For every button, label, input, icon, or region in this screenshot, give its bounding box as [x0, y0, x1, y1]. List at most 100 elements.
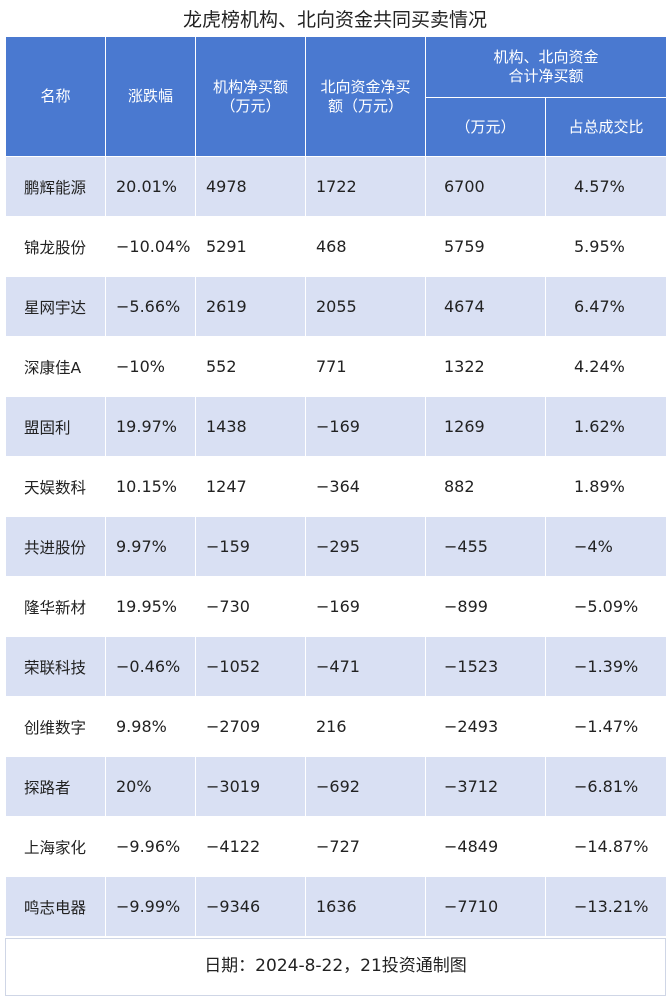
cell-north-net: −692: [305, 756, 426, 817]
cell-inst-net: −9346: [195, 876, 306, 937]
cell-share: 4.57%: [544, 156, 668, 217]
cell-north-net: −727: [305, 816, 426, 877]
table-row: 星网宇达 −5.66% 2619 2055 4674 6.47%: [5, 276, 668, 337]
cell-change: −9.96%: [105, 816, 196, 877]
cell-share: −14.87%: [544, 816, 668, 877]
cell-north-net: −364: [305, 456, 426, 517]
header-change: 涨跌幅: [105, 36, 196, 157]
cell-name: 创维数字: [5, 696, 106, 757]
cell-north-net: −471: [305, 636, 426, 697]
cell-north-net: 468: [305, 216, 426, 277]
cell-inst-net: −3019: [195, 756, 306, 817]
cell-combined-net: 5759: [425, 216, 546, 277]
header-share: 占总成交比: [544, 97, 668, 157]
cell-north-net: 2055: [305, 276, 426, 337]
cell-combined-net: −899: [425, 576, 546, 637]
footer-caption: 日期：2024-8-22，21投资通制图: [5, 938, 666, 996]
page-title: 龙虎榜机构、北向资金共同买卖情况: [182, 9, 487, 31]
data-table: 名称 涨跌幅 机构净买额 （万元） 北向资金净买 额（万元） 机构、北向资金 合计净买…: [5, 36, 668, 937]
table-row: 上海家化 −9.96% −4122 −727 −4849 −14.87%: [5, 816, 668, 877]
cell-share: 5.95%: [544, 216, 668, 277]
table-row: 锦龙股份 −10.04% 5291 468 5759 5.95%: [5, 216, 668, 277]
cell-share: −1.39%: [544, 636, 668, 697]
cell-share: −1.47%: [544, 696, 668, 757]
cell-change: 9.98%: [105, 696, 196, 757]
cell-share: −4%: [544, 516, 668, 577]
cell-inst-net: −4122: [195, 816, 306, 877]
cell-name: 盟固利: [5, 396, 106, 457]
table-row: 探路者 20% −3019 −692 −3712 −6.81%: [5, 756, 668, 817]
cell-combined-net: 882: [425, 456, 546, 517]
cell-north-net: 771: [305, 336, 426, 397]
cell-combined-net: −2493: [425, 696, 546, 757]
cell-name: 鹏辉能源: [5, 156, 106, 217]
cell-change: −0.46%: [105, 636, 196, 697]
cell-inst-net: 2619: [195, 276, 306, 337]
cell-combined-net: −455: [425, 516, 546, 577]
cell-share: −13.21%: [544, 876, 668, 937]
cell-change: −10.04%: [105, 216, 196, 277]
header-combined: 机构、北向资金 合计净买额: [424, 36, 668, 98]
table-row: 深康佳A −10% 552 771 1322 4.24%: [5, 336, 668, 397]
cell-name: 上海家化: [5, 816, 106, 877]
cell-name: 星网宇达: [5, 276, 106, 337]
table-row: 盟固利 19.97% 1438 −169 1269 1.62%: [5, 396, 668, 457]
cell-name: 荣联科技: [5, 636, 106, 697]
cell-combined-net: 4674: [425, 276, 546, 337]
header-combined-unit: （万元）: [425, 97, 546, 157]
cell-name: 隆华新材: [5, 576, 106, 637]
cell-inst-net: 1438: [195, 396, 306, 457]
cell-north-net: 1636: [305, 876, 426, 937]
cell-change: 20%: [105, 756, 196, 817]
cell-combined-net: −1523: [425, 636, 546, 697]
table-row: 鸣志电器 −9.99% −9346 1636 −7710 −13.21%: [5, 876, 668, 937]
cell-change: 10.15%: [105, 456, 196, 517]
table-row: 天娱数科 10.15% 1247 −364 882 1.89%: [5, 456, 668, 517]
cell-change: 9.97%: [105, 516, 196, 577]
cell-inst-net: −1052: [195, 636, 306, 697]
cell-share: −6.81%: [544, 756, 668, 817]
table-row: 鹏辉能源 20.01% 4978 1722 6700 4.57%: [5, 156, 668, 217]
table-row: 创维数字 9.98% −2709 216 −2493 −1.47%: [5, 696, 668, 757]
cell-combined-net: 1322: [425, 336, 546, 397]
cell-inst-net: −2709: [195, 696, 306, 757]
cell-change: −10%: [105, 336, 196, 397]
cell-inst-net: 5291: [195, 216, 306, 277]
cell-name: 共进股份: [5, 516, 106, 577]
cell-change: 19.95%: [105, 576, 196, 637]
table-row: 隆华新材 19.95% −730 −169 −899 −5.09%: [5, 576, 668, 637]
cell-combined-net: −3712: [425, 756, 546, 817]
cell-share: 1.89%: [544, 456, 668, 517]
cell-north-net: −169: [305, 396, 426, 457]
cell-inst-net: 4978: [195, 156, 306, 217]
cell-north-net: 1722: [305, 156, 426, 217]
table-row: 共进股份 9.97% −159 −295 −455 −4%: [5, 516, 668, 577]
cell-share: 4.24%: [544, 336, 668, 397]
table-row: 荣联科技 −0.46% −1052 −471 −1523 −1.39%: [5, 636, 668, 697]
cell-inst-net: −730: [195, 576, 306, 637]
cell-share: 1.62%: [544, 396, 668, 457]
cell-change: 19.97%: [105, 396, 196, 457]
cell-inst-net: 552: [195, 336, 306, 397]
cell-share: 6.47%: [544, 276, 668, 337]
cell-combined-net: −4849: [425, 816, 546, 877]
cell-share: −5.09%: [544, 576, 668, 637]
cell-combined-net: 1269: [425, 396, 546, 457]
header-north-net: 北向资金净买 额（万元）: [305, 36, 426, 157]
cell-name: 锦龙股份: [5, 216, 106, 277]
cell-change: 20.01%: [105, 156, 196, 217]
header-name: 名称: [5, 36, 106, 157]
cell-name: 鸣志电器: [5, 876, 106, 937]
cell-combined-net: 6700: [425, 156, 546, 217]
table-body: 鹏辉能源 20.01% 4978 1722 6700 4.57% 锦龙股份 −10.04% 52…: [5, 156, 668, 937]
cell-name: 探路者: [5, 756, 106, 817]
cell-inst-net: 1247: [195, 456, 306, 517]
cell-north-net: 216: [305, 696, 426, 757]
cell-change: −5.66%: [105, 276, 196, 337]
cell-change: −9.99%: [105, 876, 196, 937]
cell-north-net: −295: [305, 516, 426, 577]
header-inst-net: 机构净买额 （万元）: [195, 36, 306, 157]
cell-inst-net: −159: [195, 516, 306, 577]
cell-north-net: −169: [305, 576, 426, 637]
cell-combined-net: −7710: [425, 876, 546, 937]
